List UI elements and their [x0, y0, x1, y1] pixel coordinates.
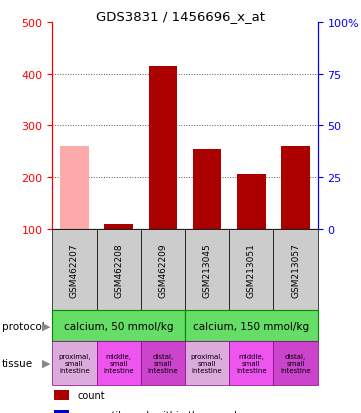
Bar: [281, 147, 310, 229]
Text: protocol: protocol: [2, 321, 44, 331]
Bar: [193, 149, 222, 229]
Text: ▶: ▶: [42, 321, 51, 331]
Text: proximal,
small
intestine: proximal, small intestine: [58, 353, 91, 373]
Bar: [237, 175, 266, 229]
Text: calcium, 150 mmol/kg: calcium, 150 mmol/kg: [193, 321, 309, 331]
Text: middle,
small
intestine: middle, small intestine: [236, 353, 267, 373]
Text: calcium, 50 mmol/kg: calcium, 50 mmol/kg: [64, 321, 173, 331]
Text: GSM462208: GSM462208: [114, 243, 123, 297]
Bar: [60, 147, 89, 229]
Text: GSM213057: GSM213057: [291, 242, 300, 297]
Text: GSM462207: GSM462207: [70, 243, 79, 297]
Text: GSM462209: GSM462209: [158, 243, 168, 297]
Text: tissue: tissue: [2, 358, 33, 368]
Text: distal,
small
intestine: distal, small intestine: [280, 353, 311, 373]
Text: middle,
small
intestine: middle, small intestine: [103, 353, 134, 373]
Text: GSM213051: GSM213051: [247, 242, 256, 297]
Text: ▶: ▶: [42, 358, 51, 368]
Text: proximal,
small
intestine: proximal, small intestine: [191, 353, 223, 373]
Text: GSM213045: GSM213045: [203, 242, 212, 297]
Text: percentile rank within the sample: percentile rank within the sample: [78, 410, 243, 413]
Bar: [148, 66, 177, 229]
Bar: [104, 224, 133, 229]
Text: distal,
small
intestine: distal, small intestine: [148, 353, 178, 373]
Text: GDS3831 / 1456696_x_at: GDS3831 / 1456696_x_at: [96, 10, 265, 23]
Text: count: count: [78, 390, 105, 400]
